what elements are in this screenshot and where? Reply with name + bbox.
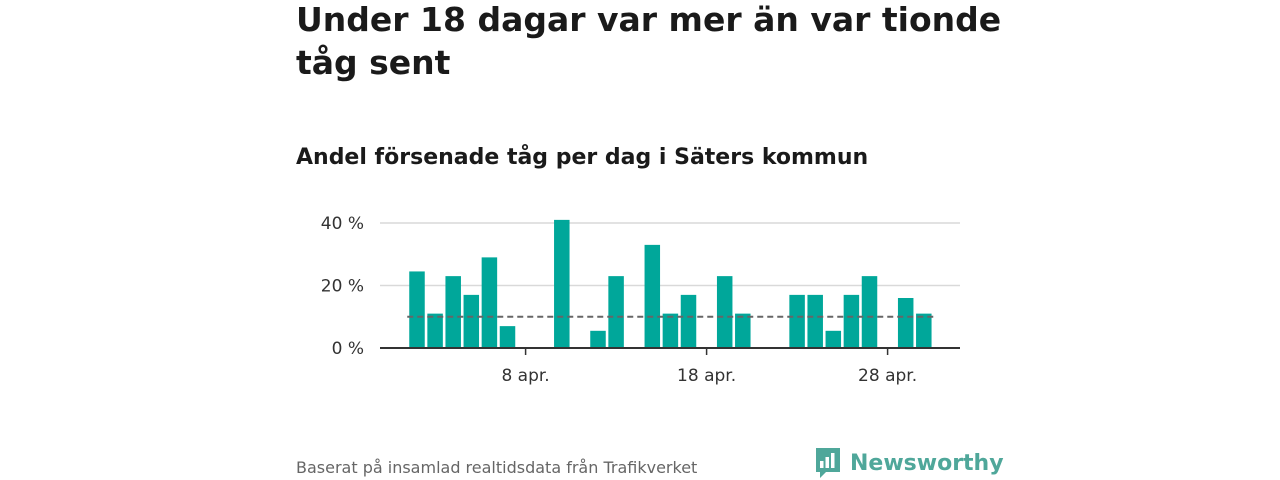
newsworthy-logo-icon <box>816 448 840 478</box>
bar <box>861 276 878 348</box>
brand-name: Newsworthy <box>850 450 1004 476</box>
source-note: Baserat på insamlad realtidsdata från Tr… <box>296 458 698 477</box>
bar <box>481 257 498 348</box>
bar <box>716 276 733 348</box>
bar <box>789 294 805 348</box>
bar <box>463 294 480 348</box>
bar <box>608 276 624 348</box>
y-tick-label: 40 % <box>321 214 364 234</box>
y-tick-label: 20 % <box>321 277 364 297</box>
bar <box>427 313 443 348</box>
x-tick-label: 28 apr. <box>858 366 917 386</box>
bar <box>843 294 860 348</box>
bar <box>409 271 425 348</box>
bar <box>590 330 606 348</box>
chart-subtitle: Andel försenade tåg per dag i Säters kom… <box>296 145 869 170</box>
bar <box>445 276 461 348</box>
bar <box>897 298 914 348</box>
chart-title: Under 18 dagar var mer än var tionde tåg… <box>296 0 1002 82</box>
brand-logo: Newsworthy <box>814 446 1004 480</box>
bar <box>680 294 697 348</box>
y-tick-label: 0 % <box>332 339 364 359</box>
bar <box>499 326 516 348</box>
bar <box>807 294 823 348</box>
bar <box>735 313 751 348</box>
bar <box>825 330 842 348</box>
bar <box>644 244 661 348</box>
x-tick-label: 8 apr. <box>501 366 549 386</box>
bar <box>554 219 570 348</box>
bar <box>916 313 932 348</box>
bar <box>662 313 679 348</box>
x-tick-label: 18 apr. <box>677 366 736 386</box>
